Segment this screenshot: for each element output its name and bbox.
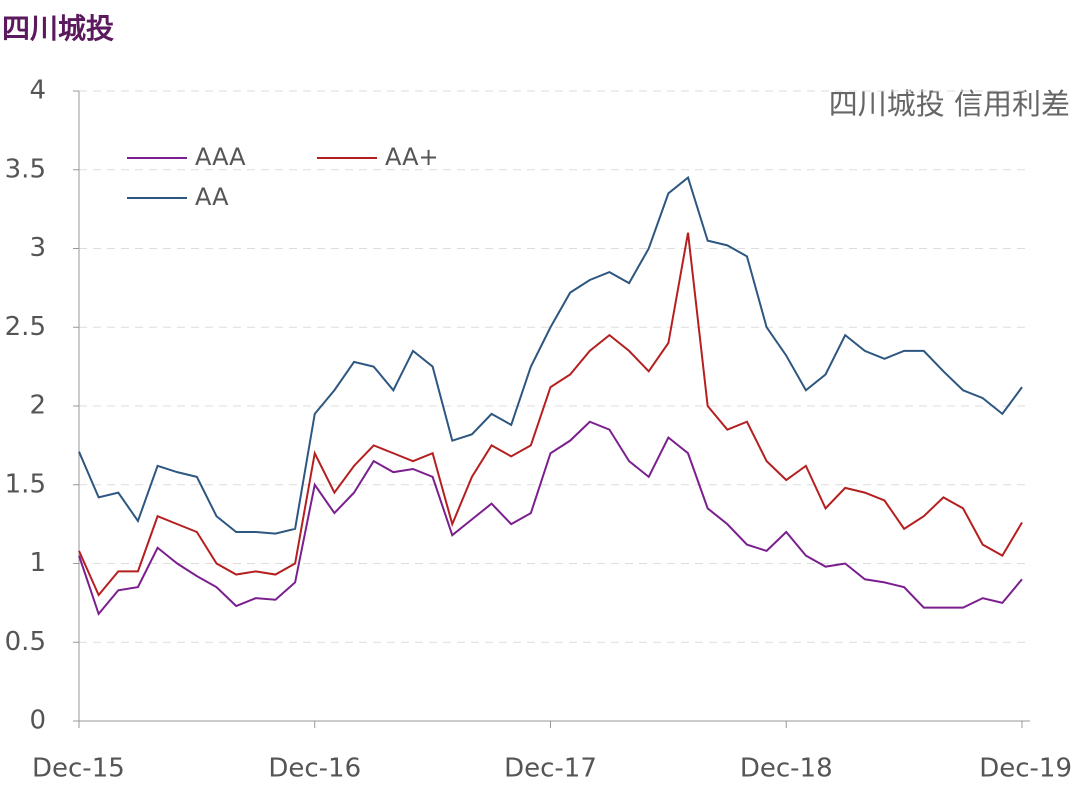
x-tick-label: Dec-18 xyxy=(740,754,833,784)
x-tick-label: Dec-16 xyxy=(268,754,361,784)
x-tick-label: Dec-19 xyxy=(979,754,1072,784)
y-tick-label: 1 xyxy=(29,548,46,578)
y-tick-label: 0.5 xyxy=(5,627,46,657)
legend-label: AA xyxy=(195,183,229,211)
y-tick-label: 1.5 xyxy=(5,469,46,499)
y-tick-label: 2.5 xyxy=(5,312,46,342)
y-tick-label: 0 xyxy=(29,706,46,736)
series-line xyxy=(78,420,1023,616)
x-tick-label: Dec-17 xyxy=(504,754,597,784)
annotation: 四川城投 信用利差 xyxy=(829,87,1070,121)
chart-title: 四川城投 xyxy=(2,12,114,45)
legend-label: AAA xyxy=(195,143,246,171)
x-tick-label: Dec-15 xyxy=(32,754,125,784)
series-line xyxy=(78,232,1023,597)
y-tick-label: 4 xyxy=(29,76,46,106)
legend-label: AA+ xyxy=(385,143,439,171)
y-tick-label: 3 xyxy=(29,233,46,263)
series-line xyxy=(78,175,1023,535)
y-tick-label: 3.5 xyxy=(5,154,46,184)
y-tick-label: 2 xyxy=(29,391,46,421)
